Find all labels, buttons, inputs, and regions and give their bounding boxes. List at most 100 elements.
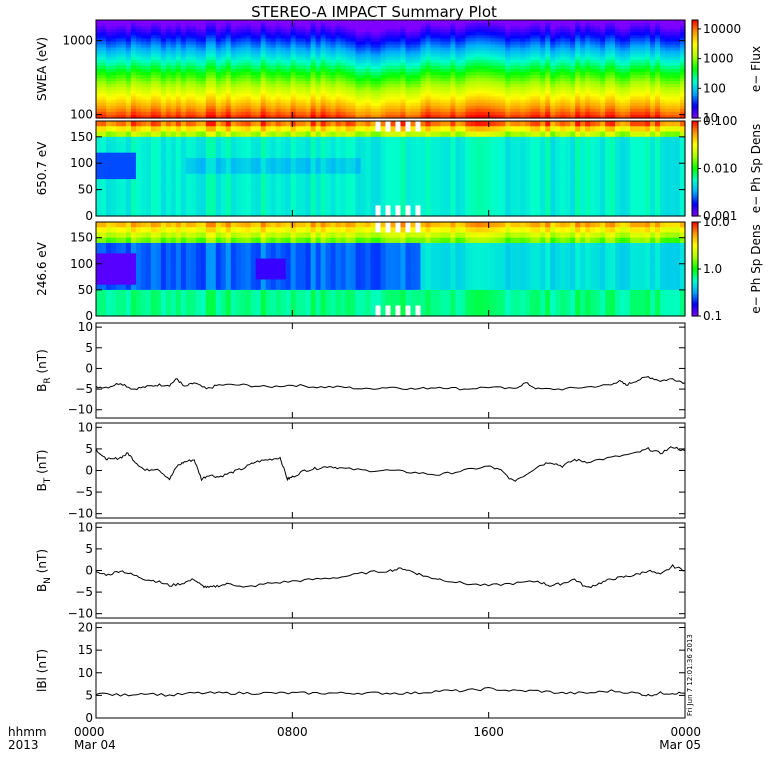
heatmap-cell bbox=[595, 35, 601, 39]
heatmap-cell bbox=[610, 50, 616, 55]
heatmap-cell bbox=[260, 90, 267, 95]
heatmap-cell bbox=[96, 75, 102, 79]
heatmap-cell bbox=[340, 114, 347, 119]
heatmap-cell bbox=[265, 47, 272, 52]
heatmap-cell bbox=[155, 121, 162, 127]
heatmap-cell bbox=[230, 157, 237, 164]
heatmap-cell bbox=[675, 20, 681, 24]
heatmap-cell bbox=[450, 114, 456, 119]
heatmap-cell bbox=[620, 35, 626, 39]
heatmap-cell bbox=[505, 90, 511, 95]
heatmap-cell bbox=[390, 41, 397, 46]
heatmap-cell bbox=[535, 32, 541, 36]
heatmap-cell bbox=[490, 56, 496, 61]
heatmap-cell bbox=[370, 81, 377, 85]
heatmap-cell bbox=[105, 96, 112, 101]
heatmap-cell bbox=[460, 81, 466, 85]
heatmap-cell bbox=[145, 184, 152, 191]
heatmap-cell bbox=[385, 35, 392, 39]
heatmap-cell bbox=[680, 53, 686, 58]
heatmap-cell bbox=[495, 102, 501, 107]
heatmap-cell bbox=[390, 168, 397, 175]
heatmap-cell bbox=[575, 96, 581, 101]
heatmap-cell bbox=[330, 44, 337, 49]
heatmap-cell bbox=[230, 26, 237, 30]
heatmap-cell bbox=[565, 47, 571, 52]
heatmap-cell bbox=[245, 173, 252, 180]
heatmap-cell bbox=[220, 111, 227, 116]
heatmap-cell bbox=[380, 90, 387, 95]
heatmap-cell bbox=[650, 29, 656, 33]
heatmap-cell bbox=[115, 168, 122, 175]
heatmap-cell bbox=[365, 78, 372, 82]
heatmap-cell bbox=[100, 189, 107, 196]
heatmap-cell bbox=[230, 189, 237, 196]
heatmap-cell bbox=[280, 96, 287, 101]
heatmap-cell bbox=[395, 72, 402, 76]
heatmap-cell bbox=[395, 111, 402, 116]
heatmap-cell bbox=[105, 32, 112, 36]
heatmap-cell bbox=[185, 32, 192, 36]
heatmap-cell bbox=[585, 87, 591, 92]
heatmap-cell bbox=[640, 44, 646, 49]
heatmap-cell bbox=[215, 47, 222, 52]
heatmap-cell bbox=[205, 23, 212, 27]
heatmap-cell bbox=[195, 41, 202, 46]
heatmap-cell bbox=[365, 50, 372, 55]
heatmap-cell bbox=[370, 126, 377, 133]
heatmap-cell bbox=[115, 29, 122, 33]
heatmap-cell bbox=[345, 168, 352, 175]
heatmap-cell bbox=[325, 114, 332, 119]
heatmap-cell bbox=[400, 152, 407, 159]
heatmap-cell bbox=[225, 131, 232, 138]
heatmap-cell bbox=[155, 35, 162, 39]
heatmap-cell bbox=[430, 32, 437, 36]
heatmap-cell bbox=[355, 173, 362, 180]
heatmap-cell bbox=[180, 53, 187, 58]
heatmap-cell bbox=[375, 56, 382, 61]
colorbar-segment bbox=[692, 61, 698, 65]
heatmap-cell bbox=[145, 126, 152, 133]
heatmap-cell bbox=[150, 136, 157, 143]
heatmap-cell bbox=[390, 84, 397, 88]
heatmap-cell bbox=[285, 102, 292, 107]
heatmap-cell bbox=[96, 81, 102, 85]
heatmap-cell bbox=[270, 87, 277, 92]
heatmap-cell bbox=[180, 114, 187, 119]
heatmap-cell bbox=[205, 29, 212, 33]
heatmap-cell bbox=[350, 38, 357, 43]
heatmap-cell bbox=[410, 59, 417, 64]
heatmap-cell bbox=[275, 147, 282, 154]
heatmap-cell bbox=[185, 72, 192, 76]
heatmap-cell bbox=[590, 72, 596, 76]
heatmap-cell bbox=[680, 44, 686, 49]
heatmap-cell bbox=[550, 84, 556, 88]
heatmap-cell bbox=[440, 111, 447, 116]
heatmap-cell bbox=[260, 47, 267, 52]
heatmap-cell bbox=[395, 105, 402, 110]
heatmap-cell bbox=[535, 69, 541, 73]
heatmap-cell bbox=[250, 35, 257, 39]
heatmap-cell bbox=[100, 173, 107, 180]
heatmap-cell bbox=[180, 26, 187, 30]
heatmap-cell bbox=[150, 105, 157, 110]
heatmap-cell bbox=[360, 20, 367, 24]
heatmap-cell bbox=[595, 99, 601, 104]
heatmap-cell bbox=[410, 96, 417, 101]
heatmap-cell bbox=[505, 108, 511, 113]
heatmap-cell bbox=[300, 41, 307, 46]
heatmap-cell bbox=[130, 69, 137, 73]
colorbar-segment bbox=[692, 22, 698, 26]
heatmap-cell bbox=[520, 114, 526, 119]
heatmap-cell bbox=[470, 99, 476, 104]
heatmap-cell bbox=[535, 41, 541, 46]
heatmap-cell bbox=[555, 111, 561, 116]
heatmap-cell bbox=[145, 147, 152, 154]
heatmap-cell bbox=[250, 81, 257, 85]
heatmap-cell bbox=[470, 44, 476, 49]
heatmap-cell bbox=[165, 152, 172, 159]
heatmap-cell bbox=[170, 38, 177, 43]
heatmap-cell bbox=[250, 50, 257, 55]
heatmap-cell bbox=[230, 194, 237, 201]
heatmap-cell bbox=[225, 53, 232, 58]
